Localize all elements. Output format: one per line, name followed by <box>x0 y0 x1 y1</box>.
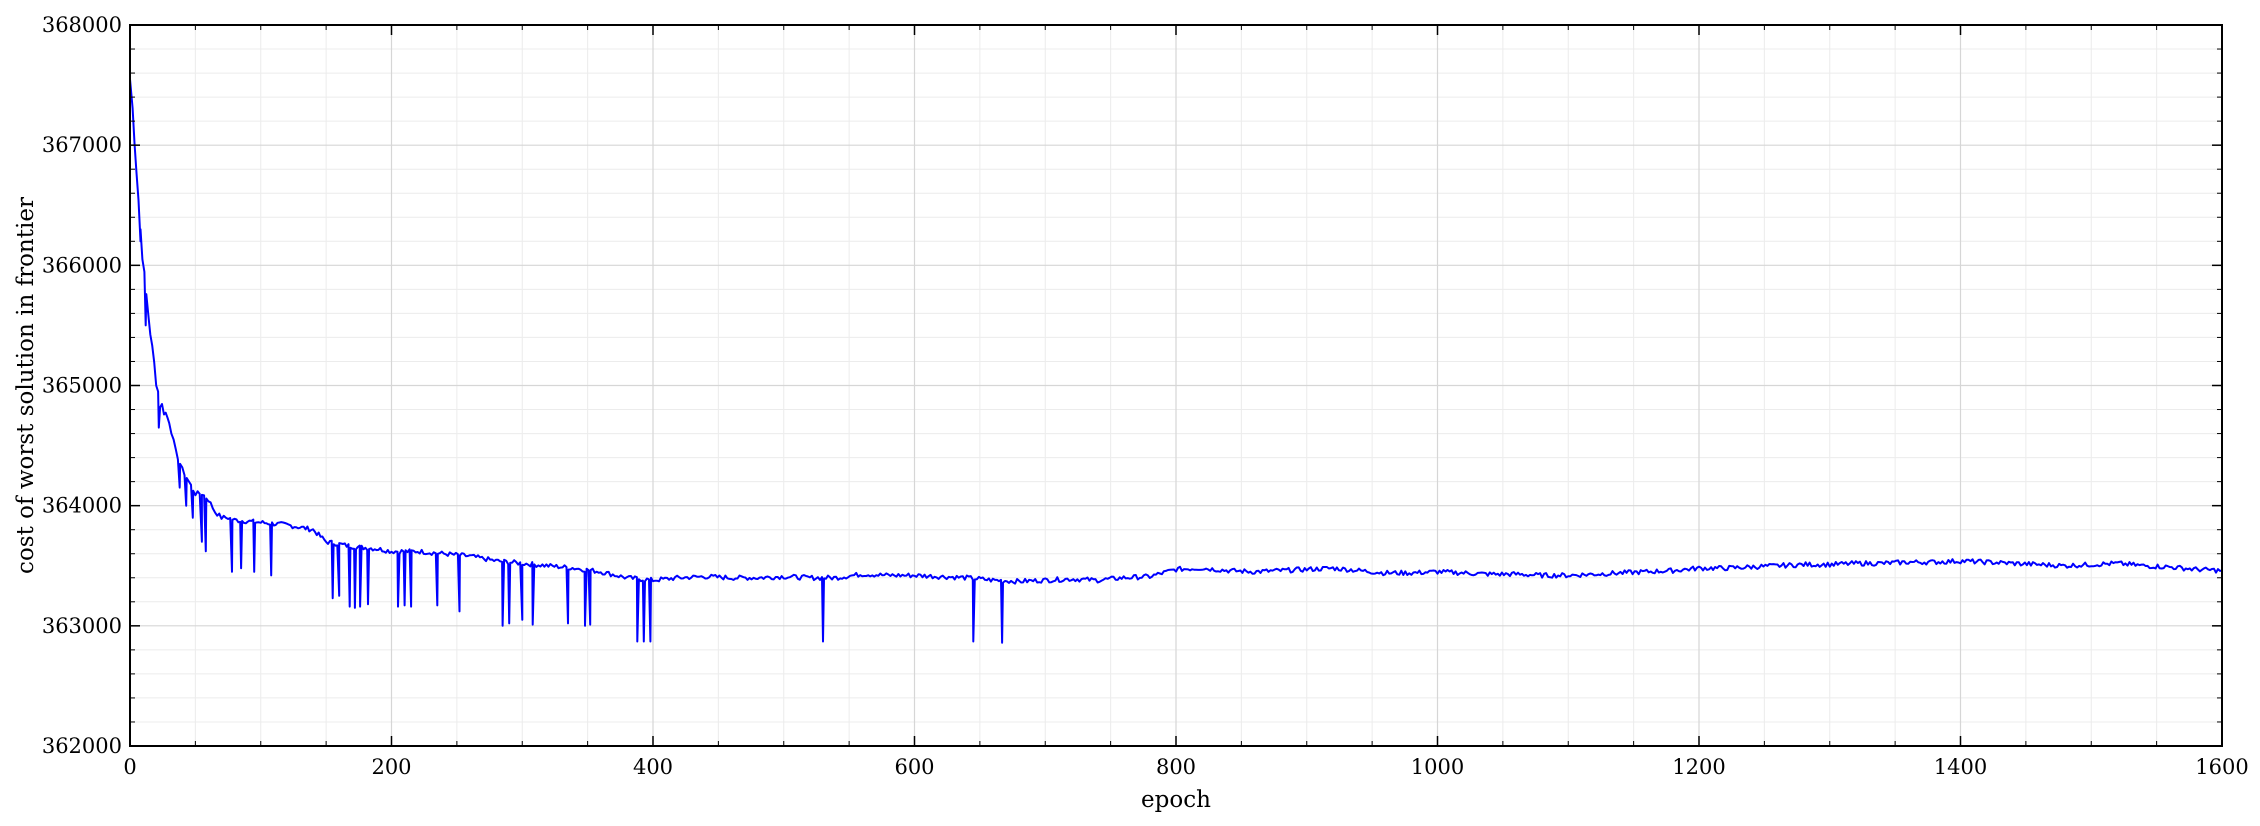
y-tick-label: 365000 <box>42 374 122 398</box>
y-tick-label: 368000 <box>42 13 122 37</box>
x-tick-label: 1400 <box>1934 755 1987 779</box>
x-tick-label: 1600 <box>2195 755 2248 779</box>
series-line <box>129 79 2223 644</box>
y-tick-label: 363000 <box>42 614 122 638</box>
y-axis-label: cost of worst solution in frontier <box>13 197 39 574</box>
x-tick-label: 1200 <box>1672 755 1725 779</box>
x-tick-label: 600 <box>894 755 934 779</box>
x-tick-label: 800 <box>1156 755 1196 779</box>
x-tick-label: 0 <box>123 755 136 779</box>
x-tick-label: 1000 <box>1411 755 1464 779</box>
y-tick-labels: 362000 363000 364000 365000 366000 367000 3680… <box>42 13 122 758</box>
x-tick-label: 400 <box>633 755 673 779</box>
y-tick-label: 366000 <box>42 253 122 277</box>
y-tick-label: 367000 <box>42 133 122 157</box>
y-tick-label: 362000 <box>42 734 122 758</box>
major-grid <box>129 24 2223 747</box>
y-tick-label: 364000 <box>42 494 122 518</box>
x-axis-label: epoch <box>1141 787 1211 813</box>
x-tick-labels: 0 200 400 600 800 1000 1200 1400 1600 <box>123 755 2248 779</box>
x-tick-label: 200 <box>371 755 411 779</box>
series-layer <box>129 79 2223 644</box>
axis-ticks <box>129 24 2223 747</box>
